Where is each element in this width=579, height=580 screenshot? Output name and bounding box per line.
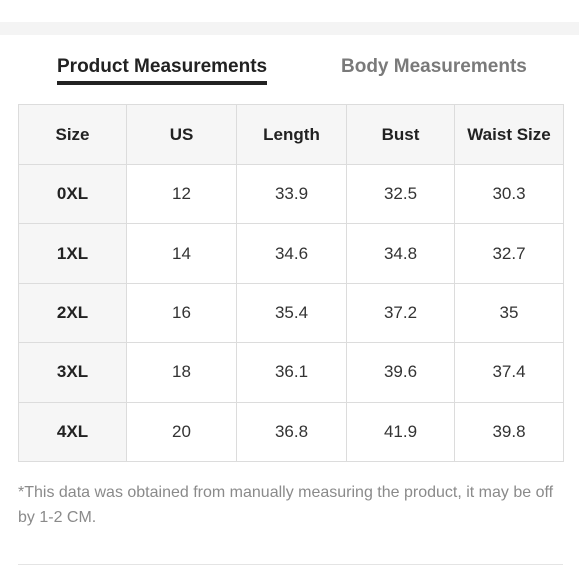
- measurement-disclaimer: *This data was obtained from manually me…: [18, 484, 554, 526]
- table-row: 3XL 18 36.1 39.6 37.4: [18, 342, 564, 403]
- column-header-bust: Bust: [346, 104, 455, 165]
- table-row: 1XL 14 34.6 34.8 32.7: [18, 223, 564, 284]
- waist-size-cell: 32.7: [454, 223, 564, 284]
- length-cell: 36.8: [236, 401, 347, 463]
- waist-size-cell: 30.3: [454, 163, 564, 225]
- length-cell: 35.4: [236, 282, 347, 344]
- us-cell: 18: [126, 342, 237, 403]
- column-header-size: Size: [18, 104, 127, 165]
- us-cell: 20: [126, 401, 237, 463]
- size-cell: 2XL: [18, 282, 127, 344]
- table-row: 2XL 16 35.4 37.2 35: [18, 282, 564, 344]
- column-header-length: Length: [236, 104, 347, 165]
- size-chart-table-wrapper: Size US Length Bust Waist Size 0XL 12 33…: [18, 104, 564, 463]
- table-body: 0XL 12 33.9 32.5 30.3 1XL 14 34.6 34.8 3…: [18, 163, 564, 463]
- length-cell: 34.6: [236, 223, 347, 284]
- bust-cell: 39.6: [346, 342, 455, 403]
- table-row: 0XL 12 33.9 32.5 30.3: [18, 163, 564, 225]
- tab-product-measurements[interactable]: Product Measurements: [57, 56, 268, 85]
- column-header-us: US: [126, 104, 237, 165]
- tab-body-measurements-label: Body Measurements: [341, 56, 527, 77]
- column-header-waist-size: Waist Size: [454, 104, 564, 165]
- length-cell: 33.9: [236, 163, 347, 225]
- bust-cell: 34.8: [346, 223, 455, 284]
- tab-product-measurements-label: Product Measurements: [57, 56, 268, 77]
- top-band: [0, 0, 579, 35]
- waist-size-cell: 37.4: [454, 342, 564, 403]
- waist-size-cell: 35: [454, 282, 564, 344]
- bust-cell: 41.9: [346, 401, 455, 463]
- table-header-row: Size US Length Bust Waist Size: [18, 104, 564, 165]
- us-cell: 16: [126, 282, 237, 344]
- length-cell: 36.1: [236, 342, 347, 403]
- size-cell: 0XL: [18, 163, 127, 225]
- size-cell: 1XL: [18, 223, 127, 284]
- size-chart-table: Size US Length Bust Waist Size 0XL 12 33…: [18, 104, 564, 463]
- bottom-divider: [18, 564, 563, 565]
- size-cell: 3XL: [18, 342, 127, 403]
- us-cell: 12: [126, 163, 237, 225]
- waist-size-cell: 39.8: [454, 401, 564, 463]
- tab-body-measurements[interactable]: Body Measurements: [341, 56, 527, 78]
- table-header: Size US Length Bust Waist Size: [18, 104, 564, 165]
- size-cell: 4XL: [18, 401, 127, 463]
- measurement-tabs: Product Measurements Body Measurements: [0, 56, 579, 92]
- active-tab-underline: [57, 81, 268, 85]
- top-divider-strip: [0, 22, 579, 35]
- bust-cell: 37.2: [346, 282, 455, 344]
- us-cell: 14: [126, 223, 237, 284]
- table-row: 4XL 20 36.8 41.9 39.8: [18, 401, 564, 463]
- bust-cell: 32.5: [346, 163, 455, 225]
